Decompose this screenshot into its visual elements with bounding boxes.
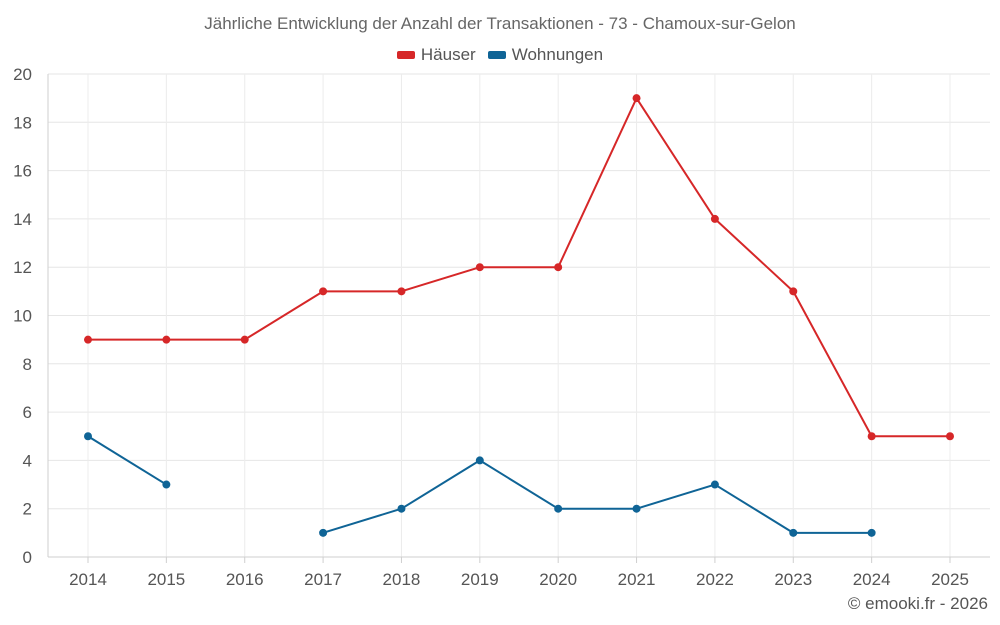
data-point-haeuser: [397, 287, 406, 296]
data-point-wohnungen: [554, 504, 563, 513]
y-tick-label: 16: [13, 162, 32, 181]
y-tick-label: 4: [23, 451, 32, 470]
legend-label-haeuser: Häuser: [420, 45, 476, 64]
data-point-haeuser: [319, 287, 328, 296]
x-tick-label: 2016: [226, 570, 264, 589]
x-tick-label: 2019: [461, 570, 499, 589]
data-point-wohnungen: [397, 504, 406, 513]
data-point-haeuser: [162, 335, 171, 344]
data-point-wohnungen: [319, 528, 328, 537]
data-point-wohnungen: [84, 432, 92, 441]
x-tick-label: 2020: [539, 570, 577, 589]
y-tick-label: 6: [23, 403, 32, 422]
data-point-haeuser: [240, 335, 249, 344]
data-point-haeuser: [789, 287, 798, 296]
y-tick-label: 12: [13, 258, 32, 277]
y-tick-label: 20: [13, 65, 32, 84]
legend-item-wohnungen[interactable]: Wohnungen: [487, 45, 604, 65]
data-point-haeuser: [554, 263, 563, 272]
y-tick-label: 8: [23, 355, 32, 374]
data-point-wohnungen: [867, 528, 876, 537]
x-tick-label: 2024: [853, 570, 891, 589]
y-tick-label: 0: [23, 548, 32, 567]
data-point-wohnungen: [789, 528, 798, 537]
series-line-wohnungen: [87, 435, 167, 486]
y-tick-label: 10: [13, 307, 32, 326]
data-point-haeuser: [475, 263, 484, 272]
data-point-haeuser: [867, 432, 876, 441]
chart-title: Jährliche Entwicklung der Anzahl der Tra…: [204, 14, 796, 33]
y-tick-label: 2: [23, 500, 32, 519]
data-point-haeuser: [946, 432, 954, 441]
series-line-haeuser: [88, 97, 950, 438]
legend-item-haeuser[interactable]: Häuser: [396, 45, 476, 65]
data-point-haeuser: [632, 94, 641, 103]
legend: Häuser Wohnungen: [0, 45, 1000, 65]
data-point-wohnungen: [475, 456, 484, 465]
data-point-wohnungen: [162, 480, 171, 489]
x-tick-label: 2018: [383, 570, 421, 589]
legend-label-wohnungen: Wohnungen: [511, 45, 604, 64]
x-tick-label: 2014: [69, 570, 107, 589]
data-point-wohnungen: [632, 504, 641, 513]
y-tick-label: 18: [13, 113, 32, 132]
legend-swatch-haeuser: [396, 51, 415, 59]
x-tick-label: 2022: [696, 570, 734, 589]
credit-text: © emooki.fr - 2026: [847, 594, 988, 613]
x-tick-label: 2023: [774, 570, 812, 589]
data-point-wohnungen: [710, 480, 719, 489]
y-tick-label: 14: [13, 210, 32, 229]
legend-swatch-wohnungen: [487, 51, 506, 59]
x-tick-label: 2025: [931, 570, 969, 589]
x-tick-label: 2015: [147, 570, 185, 589]
series-line-wohnungen: [322, 459, 872, 534]
data-point-haeuser: [84, 335, 92, 344]
data-point-haeuser: [710, 214, 719, 223]
x-tick-label: 2021: [618, 570, 656, 589]
x-tick-label: 2017: [304, 570, 342, 589]
